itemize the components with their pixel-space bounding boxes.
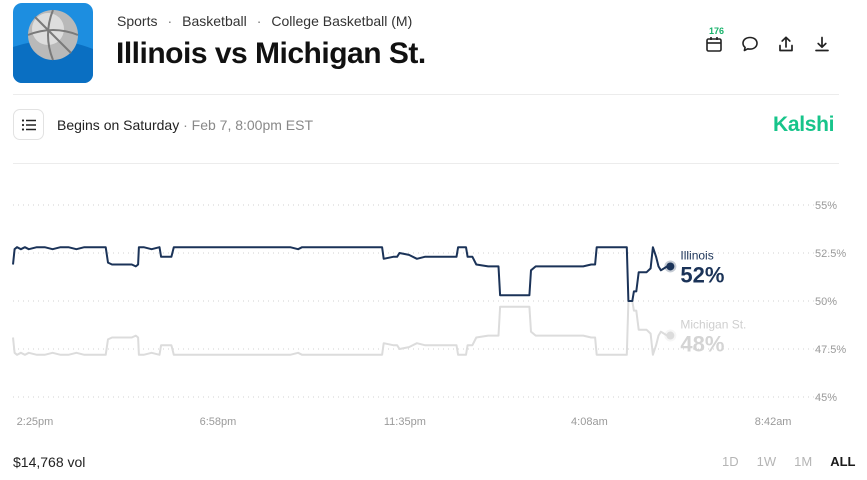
breadcrumb-separator: · xyxy=(256,13,262,29)
event-start-info: Begins on Saturday · Feb 7, 8:00pm EST xyxy=(57,117,313,133)
series-value-illinois: 52% xyxy=(680,262,724,287)
x-tick-label: 2:25pm xyxy=(17,416,54,428)
series-line-michigan-st xyxy=(12,300,671,356)
y-tick-label: 50% xyxy=(815,296,837,308)
share-icon xyxy=(779,36,793,52)
download-icon xyxy=(815,36,829,52)
series-end-dot-michigan-st xyxy=(666,331,675,340)
breadcrumb-college-basketball[interactable]: College Basketball (M) xyxy=(271,13,413,29)
range-all[interactable]: ALL xyxy=(830,454,856,469)
calendar-count-badge: 176 xyxy=(709,26,725,36)
x-tick-label: 8:42am xyxy=(755,416,792,428)
y-tick-label: 47.5% xyxy=(815,344,846,356)
rules-list-button[interactable] xyxy=(13,109,44,140)
breadcrumb: Sports · Basketball · College Basketball… xyxy=(117,13,412,29)
y-tick-label: 55% xyxy=(815,200,837,212)
breadcrumb-separator: · xyxy=(167,13,173,29)
page-title: Illinois vs Michigan St. xyxy=(116,37,426,70)
series-name-illinois: Illinois xyxy=(680,248,713,262)
begins-label: Begins on Saturday xyxy=(57,117,180,133)
series-end-dot-illinois xyxy=(666,262,675,271)
series-name-michigan-st: Michigan St. xyxy=(680,318,746,332)
range-1m[interactable]: 1M xyxy=(794,454,813,469)
x-tick-label: 11:35pm xyxy=(384,416,426,428)
series-line-illinois xyxy=(12,246,671,302)
price-chart: 55% 52.5% 50% 47.5% 45% 2:25pm 6:58pm 11:35pm 4… xyxy=(12,200,846,428)
list-icon xyxy=(21,118,36,131)
download-button[interactable] xyxy=(808,30,836,58)
range-1w[interactable]: 1W xyxy=(756,454,777,469)
share-button[interactable] xyxy=(772,30,800,58)
calendar-button[interactable]: 176 xyxy=(700,26,728,58)
header-divider xyxy=(13,94,839,95)
x-tick-label: 4:08am xyxy=(571,416,608,428)
event-thumbnail xyxy=(13,3,93,83)
volume-label: $14,768 vol xyxy=(13,454,86,470)
header-actions: 176 xyxy=(700,26,844,58)
y-tick-label: 45% xyxy=(815,392,837,404)
event-date: · Feb 7, 8:00pm EST xyxy=(179,117,314,133)
time-range-selector: 1D 1W 1M ALL xyxy=(722,454,855,469)
x-tick-label: 6:58pm xyxy=(200,416,237,428)
info-divider xyxy=(13,163,839,164)
kalshi-logo[interactable]: Kalshi xyxy=(773,113,835,136)
breadcrumb-sports[interactable]: Sports xyxy=(117,13,158,29)
series-value-michigan-st: 48% xyxy=(680,332,724,357)
calendar-icon xyxy=(706,37,722,52)
breadcrumb-basketball[interactable]: Basketball xyxy=(182,13,247,29)
comments-button[interactable] xyxy=(736,30,764,58)
comment-icon xyxy=(742,36,758,52)
range-1d[interactable]: 1D xyxy=(722,454,739,469)
y-tick-label: 52.5% xyxy=(815,248,846,260)
